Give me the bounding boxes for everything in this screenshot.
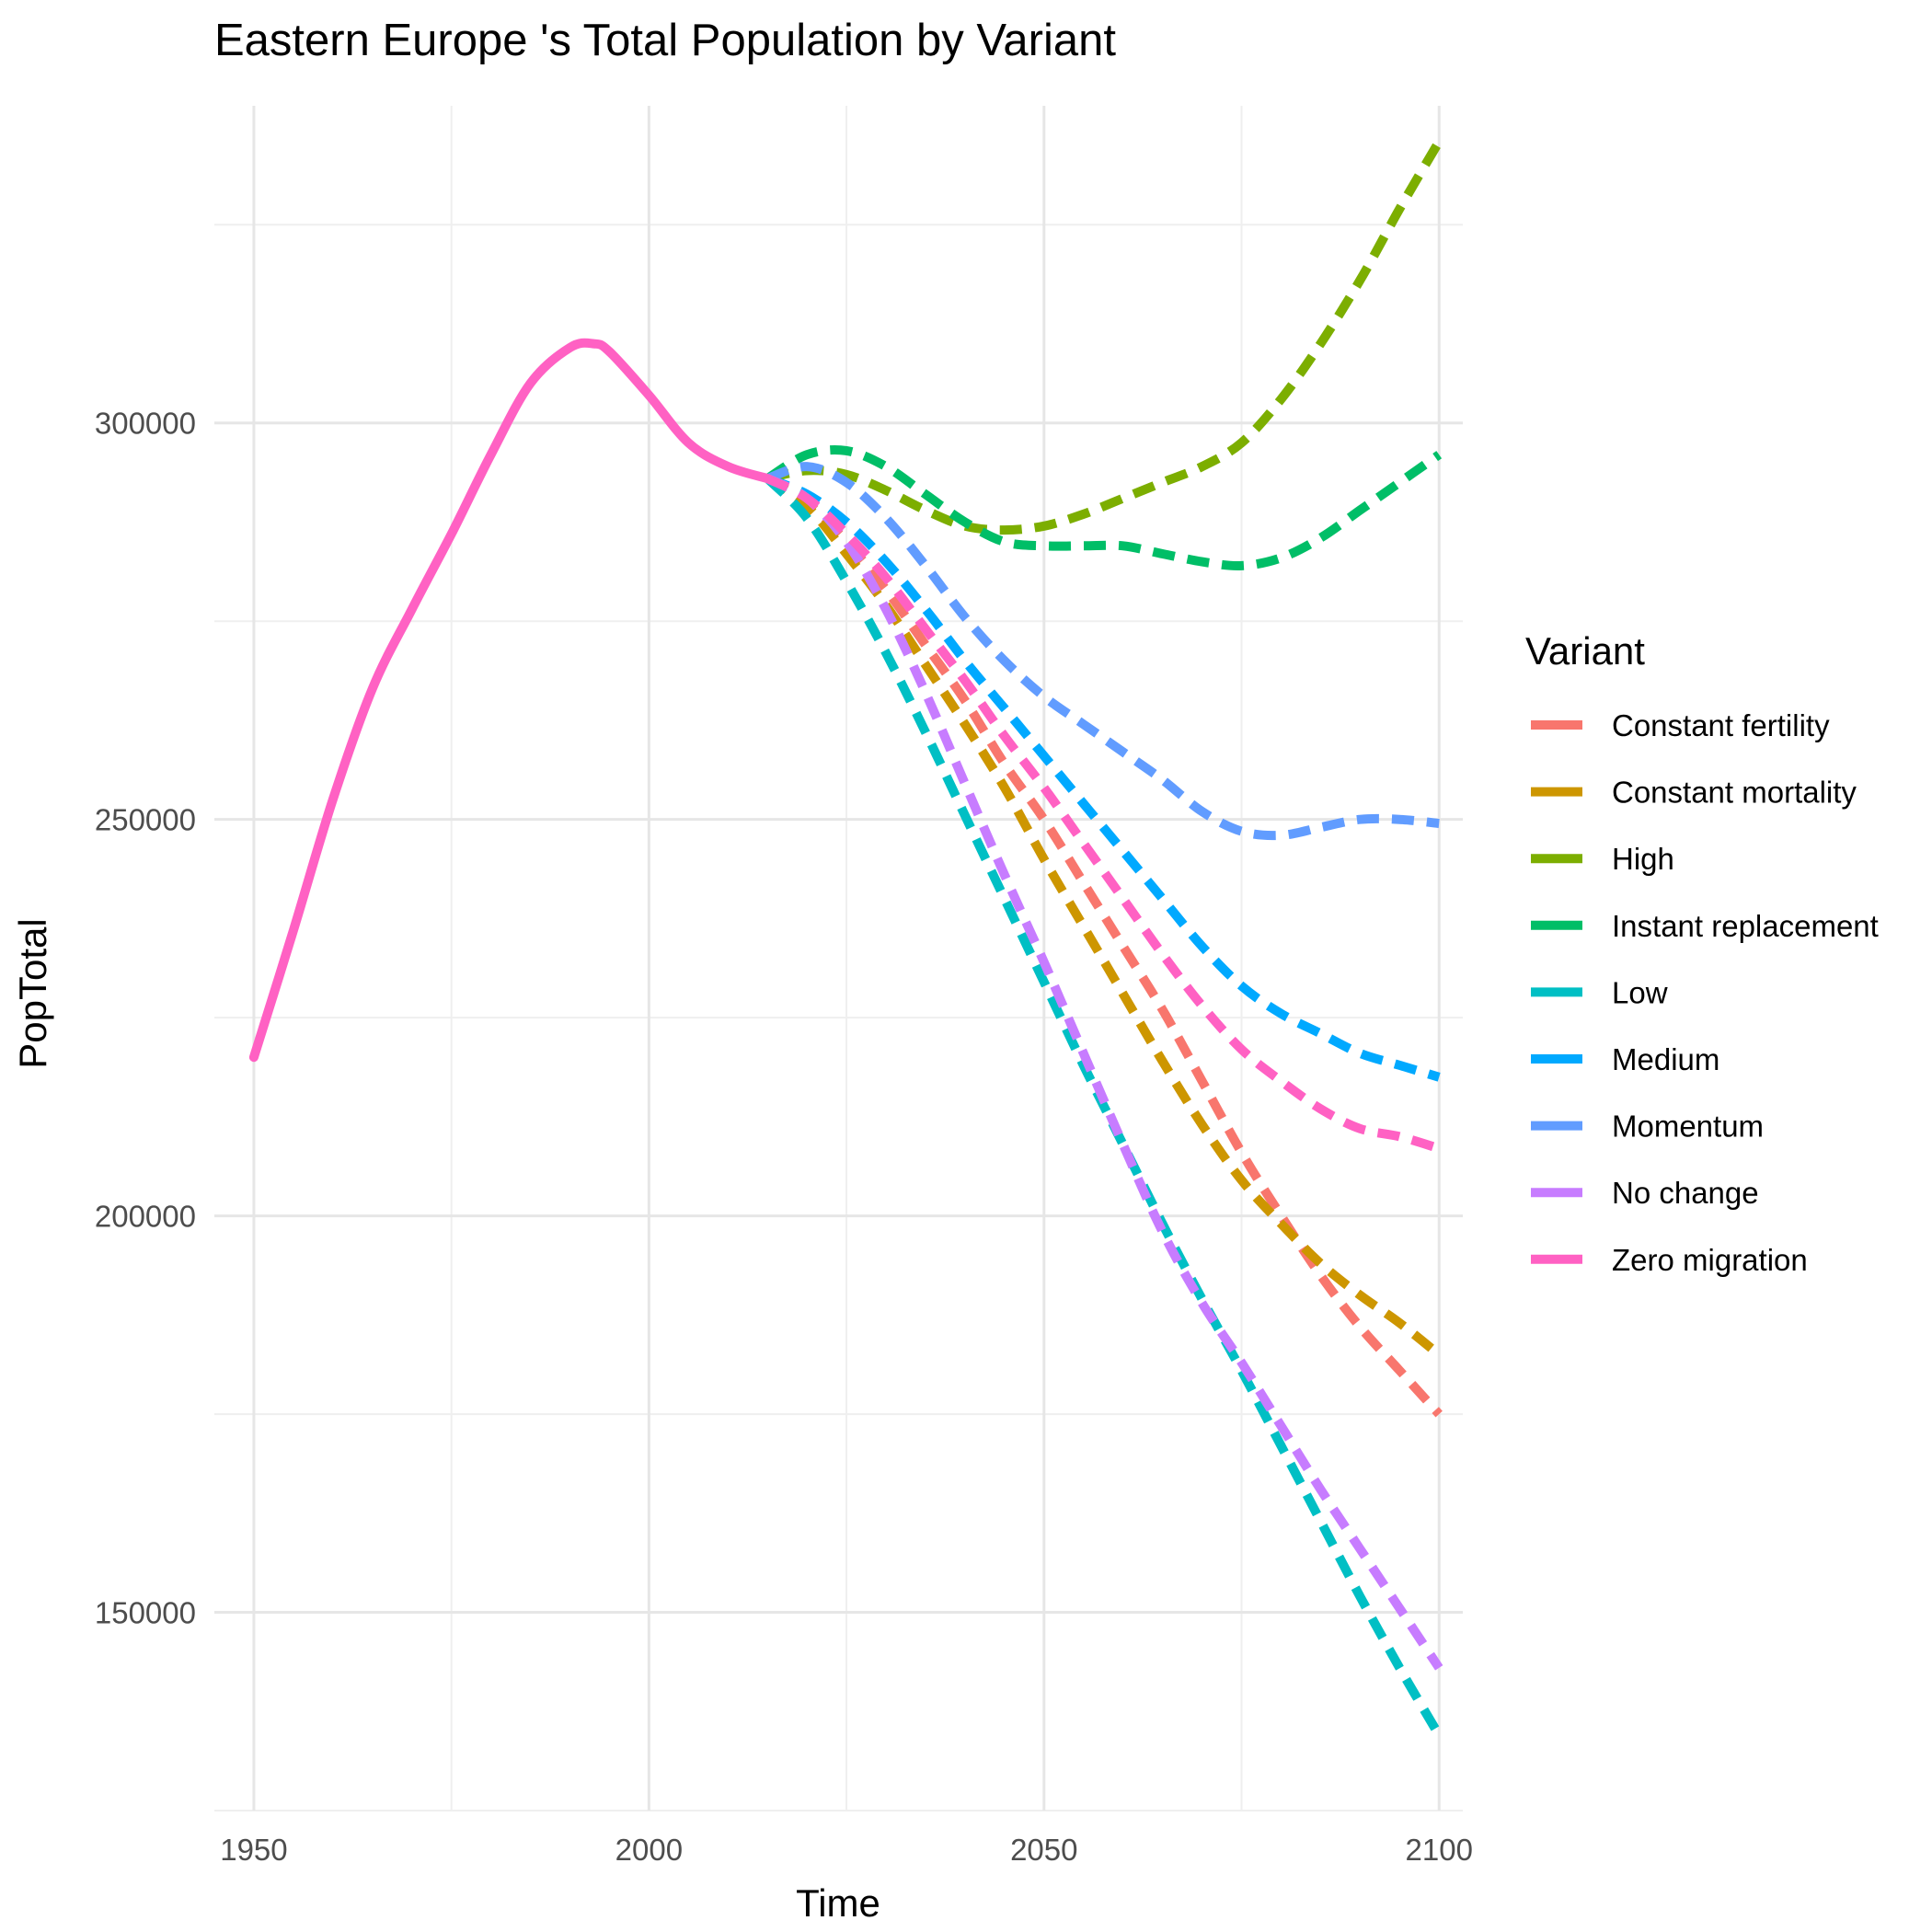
x-tick-label: 2000 — [615, 1833, 683, 1867]
legend-label: Medium — [1612, 1042, 1719, 1076]
y-tick-labels: 150000 200000 250000 300000 — [95, 407, 196, 1630]
legend: Variant Constant fertility Constant morta… — [1525, 629, 1879, 1277]
series-line-high — [766, 139, 1443, 535]
y-axis-title: PopTotal — [11, 918, 54, 1068]
y-tick-label: 250000 — [95, 803, 196, 837]
y-tick-label: 150000 — [95, 1596, 196, 1630]
legend-item-high: High — [1531, 842, 1674, 876]
legend-label: Constant mortality — [1612, 776, 1857, 810]
series-line-constant-mortality — [765, 474, 1443, 1359]
series-line-zero-migration-historical — [248, 338, 773, 1063]
y-tick-label: 200000 — [95, 1200, 196, 1234]
series-line-medium — [765, 474, 1441, 1082]
legend-title: Variant — [1525, 629, 1645, 673]
legend-item-medium: Medium — [1531, 1042, 1719, 1076]
series-line-momentum — [765, 462, 1440, 841]
legend-label: Momentum — [1612, 1110, 1764, 1144]
series-line-low — [764, 475, 1443, 1738]
legend-label: No change — [1612, 1176, 1759, 1210]
series-line-constant-fertility — [765, 474, 1443, 1418]
legend-item-constant-fertility: Constant fertility — [1531, 708, 1830, 742]
legend-item-no-change: No change — [1531, 1176, 1759, 1210]
series-line-instant-replacement — [765, 444, 1443, 571]
legend-item-zero-migration: Zero migration — [1531, 1243, 1808, 1277]
legend-item-momentum: Momentum — [1531, 1110, 1764, 1144]
legend-label: High — [1612, 842, 1674, 876]
series-line-zero-migration-projection — [765, 474, 1441, 1154]
legend-label: Constant fertility — [1612, 708, 1830, 742]
legend-item-low: Low — [1531, 975, 1668, 1009]
grid — [214, 106, 1463, 1811]
legend-item-constant-mortality: Constant mortality — [1531, 776, 1857, 810]
x-axis-title: Time — [796, 1881, 880, 1925]
y-tick-label: 300000 — [95, 407, 196, 441]
x-tick-label: 2050 — [1010, 1833, 1077, 1867]
series-lines — [248, 139, 1443, 1738]
legend-label: Instant replacement — [1612, 909, 1879, 943]
x-tick-label: 1950 — [220, 1833, 287, 1867]
legend-item-instant-replacement: Instant replacement — [1531, 909, 1879, 943]
legend-label: Low — [1612, 975, 1668, 1009]
x-tick-labels: 1950 2000 2050 2100 — [220, 1833, 1473, 1867]
legend-label: Zero migration — [1612, 1243, 1808, 1277]
chart-title: Eastern Europe 's Total Population by Va… — [214, 16, 1116, 65]
series-line-no-change — [765, 474, 1443, 1671]
legend-items: Constant fertility Constant mortality High… — [1531, 708, 1879, 1277]
x-tick-label: 2100 — [1406, 1833, 1473, 1867]
